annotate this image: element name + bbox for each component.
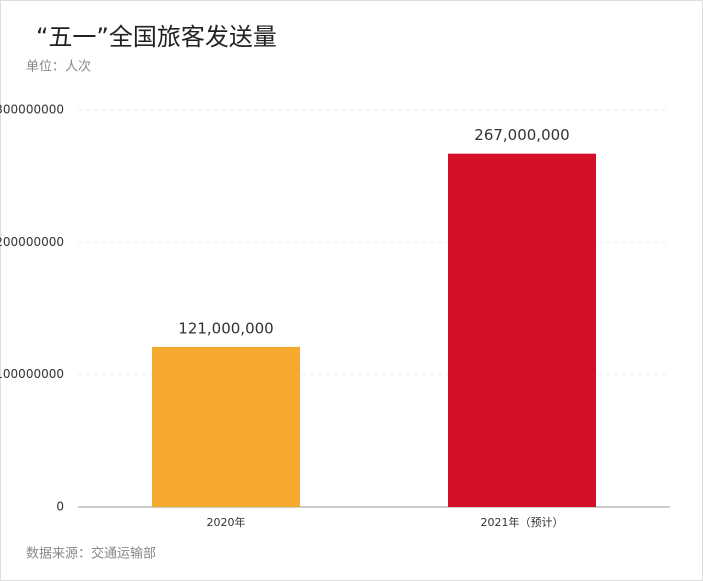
x-tick-label: 2020年 xyxy=(207,515,246,529)
chart-source: 数据来源：交通运输部 xyxy=(26,546,156,562)
bar xyxy=(152,346,300,507)
y-tick-label: 0 xyxy=(56,500,64,514)
value-label: 121,000,000 xyxy=(178,319,273,337)
value-label: 267,000,000 xyxy=(474,126,569,144)
x-tick-label: 2021年（预计） xyxy=(481,515,564,529)
y-tick-label: 200000000 xyxy=(0,235,64,249)
chart-title: “五一”全国旅客发送量 xyxy=(36,23,277,51)
bar xyxy=(448,153,596,508)
y-tick-label: 100000000 xyxy=(0,367,64,381)
chart-subtitle: 单位：人次 xyxy=(26,59,91,75)
y-tick-label: 300000000 xyxy=(0,103,64,117)
